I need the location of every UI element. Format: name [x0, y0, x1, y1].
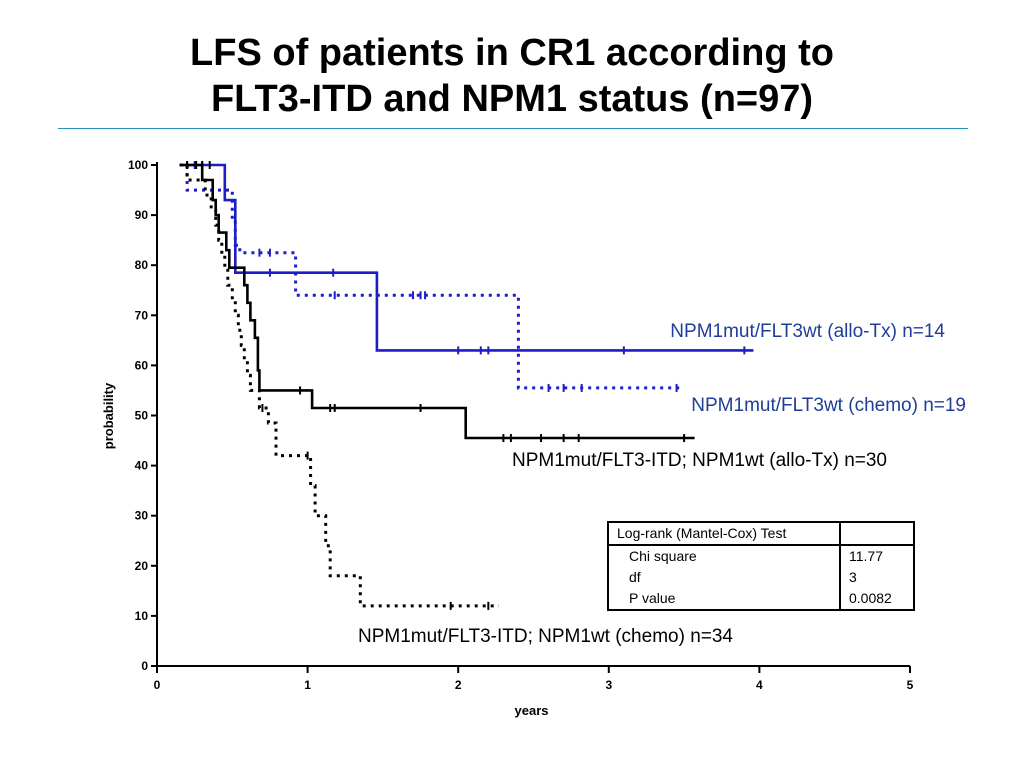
curve-label-chemo-flt3wt: NPM1mut/FLT3wt (chemo) n=19	[691, 395, 966, 416]
title-line-1: LFS of patients in CR1 according to	[190, 32, 834, 74]
curve-label-allo-tx-flt3wt: NPM1mut/FLT3wt (allo-Tx) n=14	[670, 321, 945, 342]
x-axis-label: years	[515, 703, 549, 718]
y-tick-label-100: 100	[128, 158, 148, 172]
stats-label-chi-square: Chi square	[607, 545, 841, 567]
y-tick-label-30: 30	[135, 509, 149, 523]
y-axis-label: probability	[101, 382, 116, 449]
x-tick-label-3: 3	[605, 678, 612, 692]
y-tick-label-50: 50	[135, 409, 149, 423]
series-line-allo-tx-flt3wt	[179, 163, 754, 352]
x-tick-label-0: 0	[154, 678, 161, 692]
series-line-chemo-flt3wt	[185, 165, 680, 390]
y-tick-label-0: 0	[141, 659, 148, 673]
stats-value-df: 3	[839, 567, 915, 588]
x-tick-label-2: 2	[455, 678, 462, 692]
title-divider	[58, 128, 968, 129]
stats-header: Log-rank (Mantel-Cox) Test	[607, 521, 841, 546]
stats-header-blank	[839, 521, 915, 546]
curve-label-chemo-flt3itd: NPM1mut/FLT3-ITD; NPM1wt (chemo) n=34	[358, 626, 733, 647]
stats-label-p-value: P value	[607, 588, 841, 611]
x-tick-label-5: 5	[907, 678, 914, 692]
x-tick-label-4: 4	[756, 678, 763, 692]
y-tick-label-40: 40	[135, 459, 149, 473]
title-line-2: FLT3-ITD and NPM1 status (n=97)	[210, 78, 814, 120]
curve-label-allo-tx-flt3itd: NPM1mut/FLT3-ITD; NPM1wt (allo-Tx) n=30	[512, 450, 887, 471]
y-tick-label-10: 10	[135, 609, 149, 623]
y-tick-label-90: 90	[135, 208, 149, 222]
y-tick-label-70: 70	[135, 308, 149, 322]
stats-value-p-value: 0.0082	[839, 588, 915, 611]
slide-title: LFS of patients in CR1 according to FLT3…	[0, 30, 1024, 122]
y-tick-label-20: 20	[135, 559, 149, 573]
logrank-stats-table: Log-rank (Mantel-Cox) Test Chi square 11…	[607, 521, 915, 611]
y-tick-label-60: 60	[135, 358, 149, 372]
stats-value-chi-square: 11.77	[839, 545, 915, 567]
series-line-allo-tx-flt3itd	[179, 163, 695, 440]
y-tick-label-80: 80	[135, 258, 149, 272]
stats-label-df: df	[607, 567, 841, 588]
series-line-chemo-flt3itd	[179, 163, 499, 608]
x-tick-label-1: 1	[304, 678, 311, 692]
